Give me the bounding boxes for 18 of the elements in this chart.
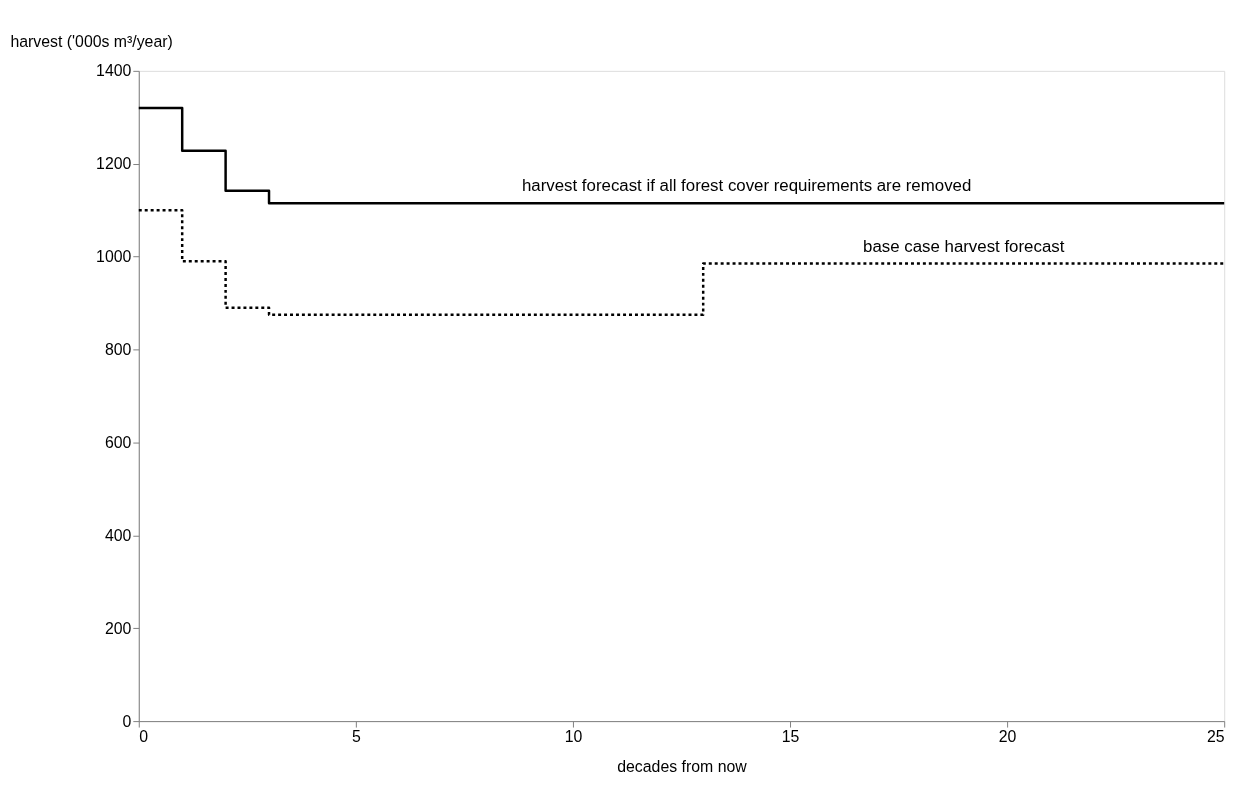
x-tick-label: 5 (351, 728, 361, 746)
y-tick-label: 1200 (96, 155, 132, 173)
x-tick-label: 20 (998, 728, 1017, 746)
series-label: harvest forecast if all forest cover requirements are removed (521, 176, 972, 196)
x-axis-title: decades from now (617, 758, 748, 776)
y-tick-label: 1000 (96, 248, 132, 266)
y-tick-label: 400 (104, 526, 132, 544)
x-tick-label: 0 (139, 728, 149, 746)
x-tick-label: 10 (564, 728, 583, 746)
x-tick-label: 25 (1207, 728, 1225, 746)
y-tick-label: 1400 (96, 62, 132, 80)
y-axis-title: harvest ('000s m³/year) (10, 32, 173, 50)
series-label: base case harvest forecast (863, 236, 1065, 256)
x-tick-label: 15 (781, 728, 800, 746)
y-tick-label: 0 (122, 712, 132, 730)
y-tick-label: 800 (104, 340, 132, 358)
y-tick-label: 200 (104, 619, 132, 637)
y-tick-label: 600 (104, 433, 132, 451)
